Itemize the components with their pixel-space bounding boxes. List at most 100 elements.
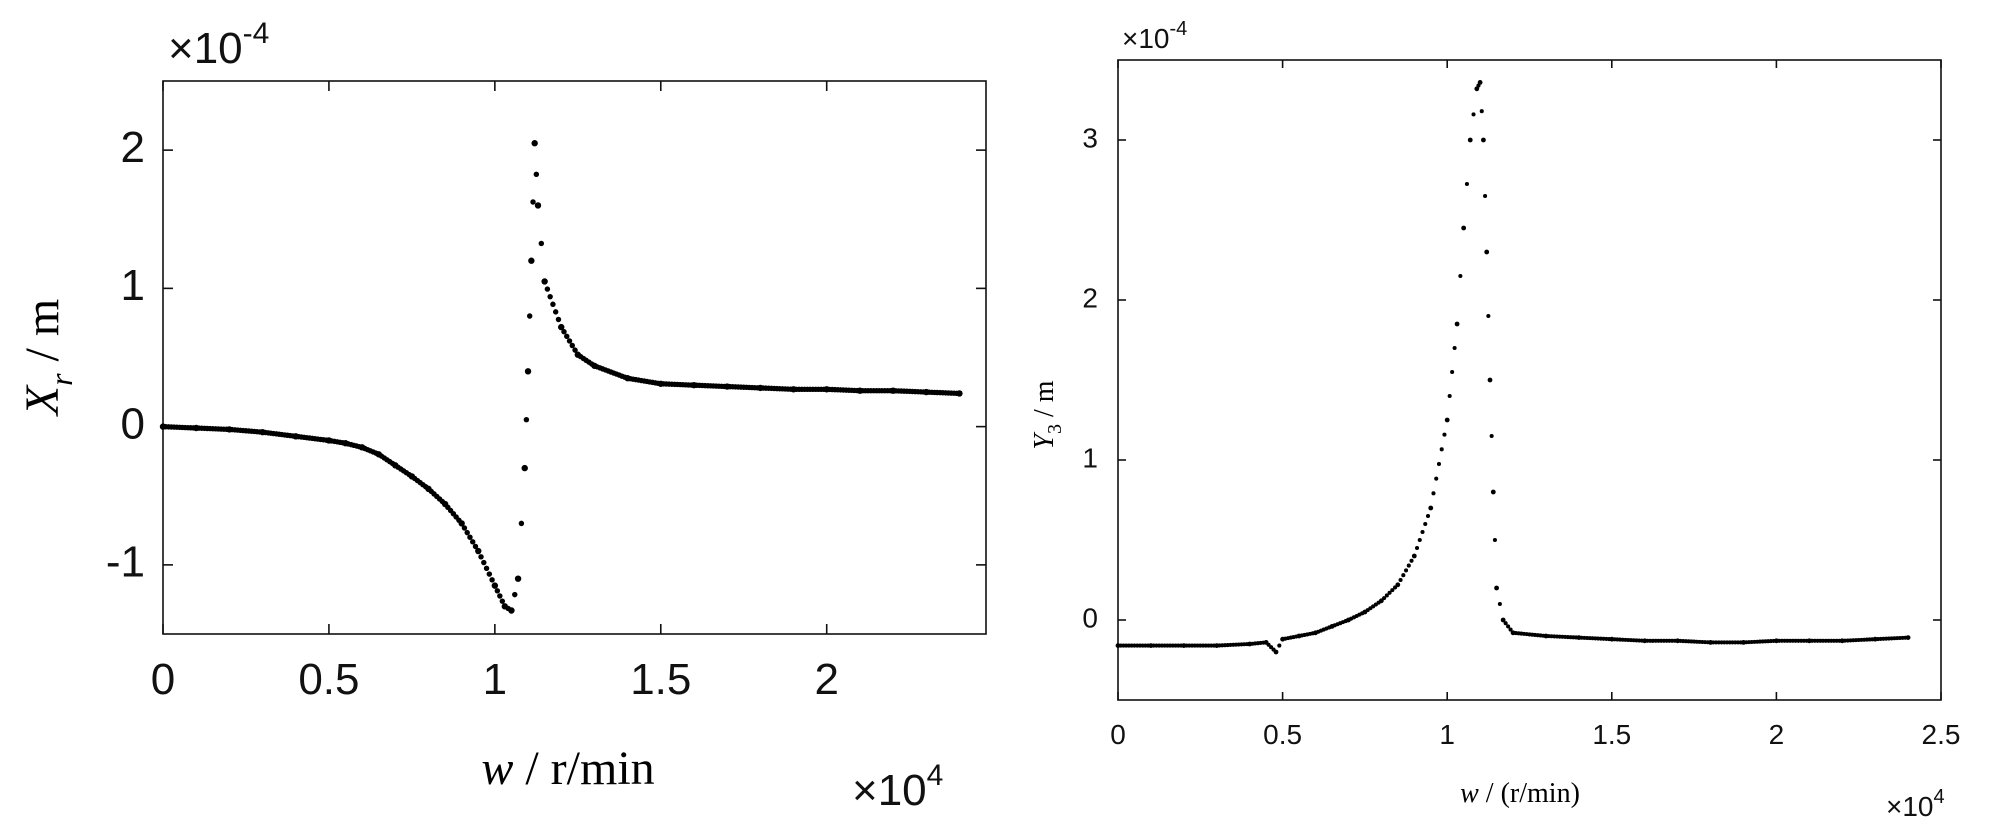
data-point-interp <box>464 529 470 536</box>
data-point-interp <box>499 598 506 604</box>
data-point-interp <box>1409 558 1414 563</box>
x-tick-label: 0 <box>1110 719 1126 750</box>
x-tick-label: 0.5 <box>298 655 359 704</box>
data-point <box>1467 137 1473 143</box>
data-points-right <box>1115 80 1911 655</box>
x-tick-label: 1.5 <box>630 655 691 704</box>
data-point-interp <box>1420 529 1425 535</box>
data-point <box>458 520 465 527</box>
data-point-interp <box>526 313 533 319</box>
data-point <box>534 202 542 209</box>
data-point-interp <box>478 554 484 560</box>
x-tick-label: 2 <box>814 655 838 704</box>
data-point <box>1481 137 1486 143</box>
data-point-interp <box>547 293 553 300</box>
data-point-interp <box>1471 112 1476 117</box>
data-point-interp <box>1439 447 1444 452</box>
data-point <box>558 323 565 331</box>
data-point <box>1273 649 1279 655</box>
data-point <box>541 278 548 285</box>
data-point-interp <box>1434 476 1439 481</box>
x-ticks-right: 0 0.5 1 1.5 2 2.5 <box>1110 60 1960 750</box>
data-point <box>491 582 499 589</box>
data-point <box>1500 617 1506 623</box>
x-axis-label-right: w / (r/min) <box>1460 778 1580 809</box>
data-point-interp <box>533 171 540 178</box>
data-point <box>1378 598 1384 604</box>
data-point <box>1905 635 1911 640</box>
y-ticks-left: -1 0 1 2 <box>106 123 986 587</box>
data-point-interp <box>1390 588 1395 593</box>
x-exponent-right: ×104 <box>1886 786 1945 821</box>
data-point-interp <box>1414 545 1420 551</box>
data-point-interp <box>561 328 567 335</box>
y-tick-label: 1 <box>1082 442 1098 473</box>
data-point-interp <box>1483 193 1488 199</box>
x-tick-label: 2 <box>1769 719 1785 750</box>
data-point-interp <box>555 316 562 323</box>
data-point-interp <box>467 534 473 540</box>
data-point-interp <box>544 286 551 292</box>
data-point-interp <box>483 565 490 572</box>
data-point-interp <box>1479 109 1484 114</box>
data-point-interp <box>1401 573 1406 578</box>
x-tick-label: 1.5 <box>1592 719 1631 750</box>
data-point-interp <box>566 338 573 344</box>
y-exponent-right: ×10-4 <box>1122 18 1187 54</box>
plot-frame-right <box>1117 59 1942 701</box>
y-axis-label-left: Xr / m <box>16 299 79 417</box>
y-exponent-left: ×10-4 <box>168 17 269 73</box>
data-point-interp <box>1508 627 1513 632</box>
x-axis-label-left: w / r/min <box>481 742 654 795</box>
data-point <box>528 257 535 264</box>
data-point-interp <box>569 342 576 349</box>
x-tick-label: 1 <box>483 655 507 704</box>
data-point-interp <box>470 539 476 545</box>
data-point-interp <box>552 309 559 315</box>
data-point-interp <box>1406 563 1411 568</box>
data-point <box>524 368 532 375</box>
data-point-interp <box>494 588 501 594</box>
data-point-interp <box>1442 432 1447 437</box>
data-point <box>1490 489 1496 495</box>
data-point-interp <box>550 301 556 307</box>
data-point-interp <box>497 593 503 599</box>
data-point-interp <box>530 199 536 205</box>
data-point-interp <box>1450 369 1455 375</box>
data-point-interp <box>1486 313 1491 319</box>
data-point-interp <box>481 559 487 566</box>
data-point-interp <box>1497 601 1502 607</box>
y-tick-label: 0 <box>1082 602 1098 633</box>
data-point <box>1444 417 1450 423</box>
data-point <box>1411 553 1417 559</box>
data-point <box>1461 225 1467 231</box>
data-point <box>475 547 482 555</box>
data-point-interp <box>1423 521 1428 527</box>
data-point-interp <box>523 416 530 423</box>
data-point-interp <box>472 543 479 550</box>
data-point-interp <box>1425 513 1431 519</box>
data-point-interp <box>1277 643 1282 648</box>
plot-frame-left <box>162 80 987 635</box>
y-tick-label: 1 <box>121 261 145 310</box>
y-tick-label: 0 <box>121 399 145 448</box>
data-point-interp <box>1503 621 1508 626</box>
data-point-interp <box>538 240 545 247</box>
data-point <box>1395 582 1401 588</box>
data-point <box>1477 80 1483 85</box>
data-point <box>1474 86 1480 92</box>
y-tick-label: -1 <box>106 538 145 587</box>
data-point-interp <box>1452 345 1457 351</box>
data-point <box>1494 585 1499 591</box>
data-point-interp <box>564 333 570 340</box>
data-point-interp <box>1384 593 1389 598</box>
data-point-interp <box>1404 568 1409 573</box>
data-point-interp <box>1458 273 1463 279</box>
data-point-interp <box>489 577 495 583</box>
data-point-interp <box>486 571 493 577</box>
data-point <box>1487 377 1493 383</box>
y-axis-label-right: Y3 / m <box>1029 380 1066 449</box>
data-point <box>531 140 538 147</box>
data-point-interp <box>1436 461 1442 467</box>
